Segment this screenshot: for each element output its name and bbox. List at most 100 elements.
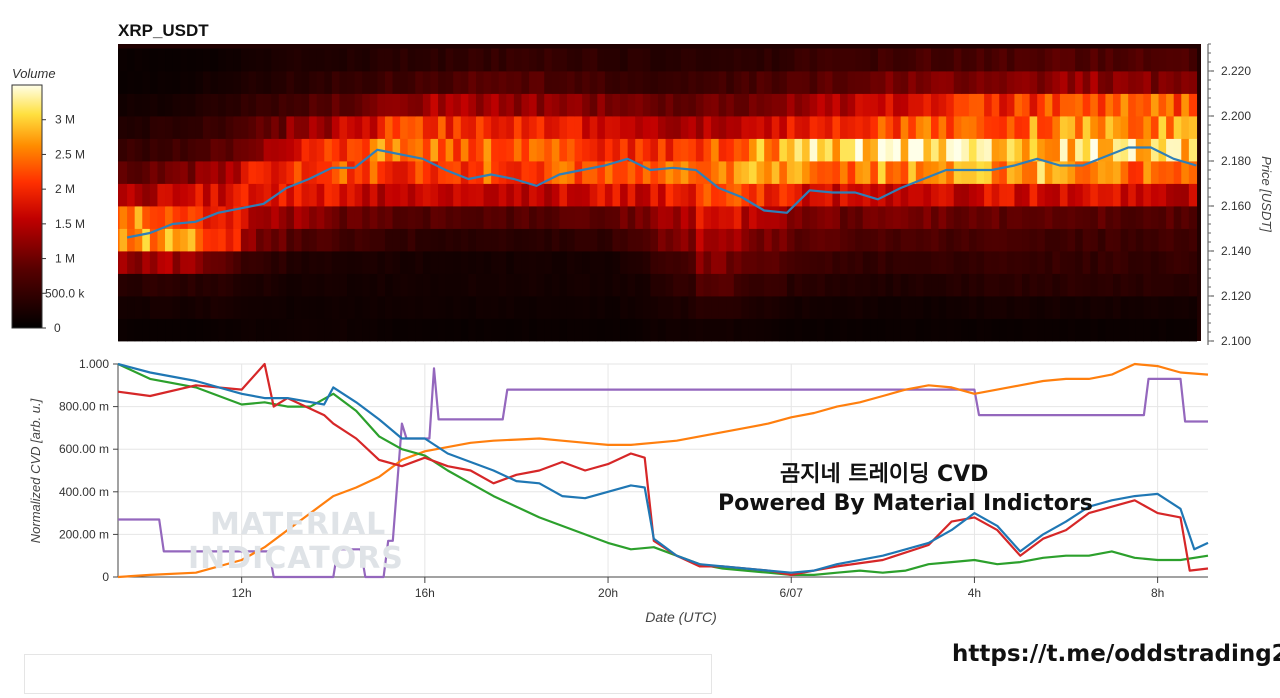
heatmap-cell bbox=[1097, 183, 1107, 207]
heatmap-cell bbox=[1067, 183, 1076, 207]
heatmap-cell bbox=[1044, 71, 1053, 94]
heatmap-cell bbox=[589, 116, 598, 139]
heatmap-cell bbox=[513, 48, 523, 72]
heatmap-cell bbox=[931, 273, 940, 297]
heatmap-cell bbox=[779, 93, 788, 117]
heatmap-cell bbox=[991, 296, 1000, 319]
heatmap-cell bbox=[195, 161, 204, 184]
heatmap-cell bbox=[688, 93, 697, 117]
heatmap-cell bbox=[263, 48, 272, 72]
heatmap-cell bbox=[566, 251, 576, 274]
heatmap-cell bbox=[118, 183, 121, 207]
heatmap-cell bbox=[149, 206, 159, 229]
heatmap-cell bbox=[225, 273, 234, 297]
heatmap-cell bbox=[847, 296, 856, 319]
heatmap-cell bbox=[491, 138, 500, 162]
heatmap-cell bbox=[855, 183, 864, 207]
heatmap-cell bbox=[256, 93, 265, 117]
heatmap-cell bbox=[195, 138, 204, 162]
heatmap-cell bbox=[149, 228, 159, 252]
heatmap-cell bbox=[711, 273, 720, 297]
heatmap-cell bbox=[445, 93, 454, 117]
heatmap-cell bbox=[1188, 138, 1198, 162]
heatmap-cell bbox=[331, 71, 341, 94]
heatmap-cell bbox=[210, 161, 219, 184]
heatmap-cell bbox=[673, 138, 682, 162]
heatmap-cell bbox=[536, 93, 545, 117]
heatmap-cell bbox=[1075, 138, 1084, 162]
cvd-series-line bbox=[117, 362, 1209, 579]
heatmap-cell bbox=[620, 116, 629, 139]
heatmap-cell bbox=[422, 183, 432, 207]
heatmap-cell bbox=[1090, 48, 1099, 72]
heatmap-cell bbox=[877, 273, 887, 297]
heatmap-cell bbox=[915, 161, 925, 184]
heatmap-cell bbox=[1158, 161, 1167, 184]
heatmap-cell bbox=[1166, 296, 1175, 319]
heatmap-cell bbox=[847, 273, 856, 297]
heatmap-cell bbox=[369, 138, 378, 162]
heatmap-cell bbox=[475, 273, 485, 297]
heatmap-cell bbox=[794, 138, 803, 162]
heatmap-cell bbox=[673, 116, 682, 139]
heatmap-cell bbox=[718, 138, 727, 162]
heatmap-cell bbox=[597, 138, 606, 162]
heatmap-cell bbox=[718, 318, 727, 342]
heatmap-cell bbox=[968, 228, 978, 252]
heatmap-cell bbox=[438, 161, 447, 184]
heatmap-cell bbox=[475, 93, 485, 117]
heatmap-cell bbox=[680, 93, 689, 117]
heatmap-cell bbox=[1188, 228, 1198, 252]
heatmap-cell bbox=[1120, 48, 1129, 72]
heatmap-cell bbox=[513, 318, 523, 342]
heatmap-cell bbox=[1090, 183, 1099, 207]
telegram-link[interactable]: https://t.me/oddstrading2 bbox=[952, 641, 1280, 667]
heatmap-cell bbox=[1014, 296, 1023, 319]
heatmap-cell bbox=[620, 296, 629, 319]
heatmap-cell bbox=[1135, 93, 1144, 117]
heatmap-cell bbox=[1044, 93, 1053, 117]
heatmap-cell bbox=[984, 93, 993, 117]
heatmap-cell bbox=[718, 251, 727, 274]
heatmap-cell bbox=[529, 138, 538, 162]
heatmap-cell bbox=[582, 183, 591, 207]
heatmap-cell bbox=[1143, 206, 1152, 229]
heatmap-cell bbox=[566, 296, 576, 319]
heatmap-cell bbox=[460, 318, 469, 342]
heatmap-cell bbox=[946, 273, 955, 297]
price-axis-label: Price [USDT] bbox=[1259, 156, 1274, 232]
heatmap-cell bbox=[657, 138, 667, 162]
heatmap-cell bbox=[711, 138, 720, 162]
heatmap-cell bbox=[999, 93, 1008, 117]
heatmap-cell bbox=[968, 71, 978, 94]
heatmap-cell bbox=[392, 93, 401, 117]
heatmap-cell bbox=[748, 251, 758, 274]
heatmap-cell bbox=[430, 228, 439, 252]
heatmap-cell bbox=[1090, 206, 1099, 229]
heatmap-cell bbox=[149, 318, 159, 342]
heatmap-cell bbox=[915, 183, 925, 207]
heatmap-cell bbox=[331, 93, 341, 117]
heatmap-cell bbox=[1075, 183, 1084, 207]
heatmap-cell bbox=[908, 93, 917, 117]
heatmap-cell bbox=[946, 228, 955, 252]
heatmap-cell bbox=[1052, 48, 1061, 72]
heatmap-cell bbox=[741, 183, 750, 207]
heatmap-cell bbox=[400, 71, 409, 94]
heatmap-cell bbox=[218, 71, 227, 94]
heatmap-cell bbox=[1173, 206, 1182, 229]
heatmap-cell bbox=[984, 318, 993, 342]
heatmap-cell bbox=[1006, 251, 1016, 274]
heatmap-cell bbox=[779, 318, 788, 342]
heatmap-cell bbox=[119, 48, 128, 72]
heatmap-cell bbox=[218, 116, 227, 139]
heatmap-cell bbox=[703, 71, 712, 94]
heatmap-cell bbox=[218, 93, 227, 117]
heatmap-cell bbox=[794, 116, 803, 139]
heatmap-cell bbox=[771, 138, 780, 162]
heatmap-cell bbox=[529, 183, 538, 207]
heatmap-cell bbox=[635, 228, 644, 252]
heatmap-cell bbox=[786, 71, 796, 94]
heatmap-cell bbox=[764, 116, 773, 139]
heatmap-cell bbox=[1075, 296, 1084, 319]
